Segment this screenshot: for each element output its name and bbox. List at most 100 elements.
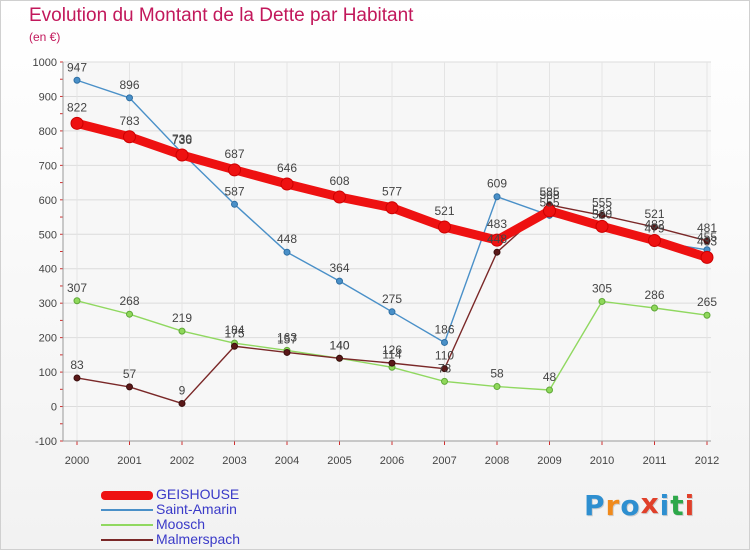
data-label-moosch: 48 — [543, 370, 557, 384]
y-tick-label: 300 — [39, 298, 57, 310]
data-point-malmerspach — [493, 248, 501, 256]
legend: GEISHOUSE Saint-Amarin Moosch Malmerspac… — [101, 486, 321, 547]
data-label-geishouse: 730 — [172, 132, 192, 146]
y-tick-label: 400 — [39, 264, 57, 276]
series-group — [70, 76, 714, 407]
data-label-moosch: 114 — [382, 347, 401, 361]
data-point-malmerspach — [388, 359, 396, 367]
data-label-moosch: 305 — [592, 281, 612, 295]
data-label-saint-amarin: 555 — [539, 195, 559, 209]
legend-swatch-saint-amarin — [101, 509, 153, 511]
logo-letter: r — [605, 489, 621, 522]
data-label-moosch: 140 — [329, 338, 349, 352]
x-tick-label: 2012 — [695, 455, 719, 467]
y-tick-label: 1000 — [33, 57, 57, 69]
data-label-geishouse: 577 — [382, 185, 402, 199]
legend-item-saint-amarin[interactable]: Saint-Amarin — [101, 501, 321, 517]
data-labels: 822 783 730 687 646 608 577 521 483 568 523 482 433 9… — [67, 60, 717, 397]
data-point-saint-amarin — [336, 277, 343, 285]
data-label-moosch: 58 — [490, 367, 504, 381]
data-label-malmerspach: 157 — [277, 332, 297, 346]
data-point-geishouse — [438, 220, 451, 234]
data-label-saint-amarin: 186 — [434, 322, 454, 336]
data-point-moosch — [441, 377, 448, 385]
data-point-malmerspach — [73, 374, 81, 382]
legend-label-malmerspach: Malmerspach — [156, 531, 241, 547]
axes — [60, 61, 711, 445]
data-point-geishouse — [70, 116, 84, 130]
data-point-malmerspach — [336, 354, 343, 362]
data-point-geishouse — [228, 163, 241, 177]
x-tick-label: 2004 — [275, 455, 299, 467]
data-label-moosch: 184 — [224, 323, 244, 337]
data-point-geishouse — [543, 204, 556, 218]
data-label-saint-amarin: 520 — [592, 207, 612, 221]
data-label-geishouse: 523 — [592, 203, 612, 217]
data-point-malmerspach — [231, 342, 238, 350]
data-point-saint-amarin — [283, 248, 291, 256]
data-point-moosch — [493, 383, 501, 391]
data-label-saint-amarin: 609 — [487, 177, 507, 191]
logo-letter: o — [620, 489, 641, 522]
data-label-saint-amarin: 947 — [67, 60, 87, 74]
data-point-geishouse — [648, 233, 661, 247]
data-point-saint-amarin — [441, 338, 448, 346]
y-tick-label: 900 — [39, 91, 57, 103]
x-tick-label: 2002 — [170, 455, 194, 467]
x-axis-ticks: 2000 2001 2002 2003 2004 2005 2006 2007 2008 2009… — [65, 455, 719, 467]
data-point-saint-amarin — [126, 94, 133, 102]
data-label-geishouse: 482 — [644, 217, 664, 231]
data-label-moosch: 286 — [644, 288, 664, 302]
y-tick-label: 700 — [39, 160, 57, 172]
data-label-geishouse: 687 — [224, 147, 244, 161]
grid — [63, 61, 711, 442]
data-point-geishouse — [700, 250, 714, 264]
data-point-malmerspach — [178, 399, 186, 407]
data-point-geishouse — [280, 177, 294, 191]
data-label-malmerspach: 555 — [592, 195, 612, 209]
data-label-saint-amarin: 448 — [277, 232, 297, 246]
data-label-malmerspach: 585 — [539, 185, 559, 199]
data-point-moosch — [598, 297, 606, 305]
data-point-saint-amarin — [388, 308, 396, 316]
data-point-geishouse — [333, 190, 346, 204]
legend-swatch-moosch — [101, 524, 153, 526]
legend-item-malmerspach[interactable]: Malmerspach — [101, 531, 321, 547]
data-label-saint-amarin: 364 — [329, 261, 349, 275]
data-label-malmerspach: 175 — [224, 326, 244, 340]
data-label-geishouse: 822 — [67, 100, 87, 114]
data-point-moosch — [73, 297, 81, 305]
data-label-moosch: 163 — [277, 330, 297, 344]
data-label-geishouse: 608 — [329, 174, 349, 188]
data-label-saint-amarin: 455 — [697, 230, 717, 244]
data-label-saint-amarin: 275 — [382, 292, 402, 306]
proxiti-logo: Proxiti — [584, 487, 695, 522]
data-label-moosch: 219 — [172, 311, 192, 325]
data-label-malmerspach: 126 — [382, 343, 402, 357]
data-label-malmerspach: 140 — [329, 338, 349, 352]
data-label-malmerspach: 448 — [487, 232, 507, 246]
data-point-malmerspach — [598, 211, 606, 219]
data-point-malmerspach — [441, 365, 448, 373]
y-tick-label: -100 — [35, 436, 57, 448]
legend-label-geishouse: GEISHOUSE — [156, 486, 240, 502]
data-label-saint-amarin: 587 — [224, 184, 244, 198]
data-label-geishouse: 521 — [434, 204, 454, 218]
y-tick-label: 500 — [39, 229, 57, 241]
chart-title: Evolution du Montant de la Dette par Hab… — [29, 5, 414, 26]
data-point-geishouse — [595, 219, 609, 233]
data-label-malmerspach: 9 — [179, 383, 186, 397]
y-tick-label: 800 — [39, 126, 57, 138]
data-point-malmerspach — [126, 383, 133, 391]
data-label-moosch: 268 — [119, 294, 139, 308]
data-point-saint-amarin — [493, 193, 501, 201]
data-label-malmerspach: 57 — [123, 367, 137, 381]
logo-letter: i — [659, 489, 671, 522]
legend-item-moosch[interactable]: Moosch — [101, 516, 321, 532]
legend-item-geishouse[interactable]: GEISHOUSE — [101, 486, 321, 502]
plot-area — [63, 62, 711, 441]
data-point-moosch — [651, 304, 658, 312]
data-point-moosch — [178, 327, 186, 335]
x-tick-label: 2007 — [432, 455, 456, 467]
